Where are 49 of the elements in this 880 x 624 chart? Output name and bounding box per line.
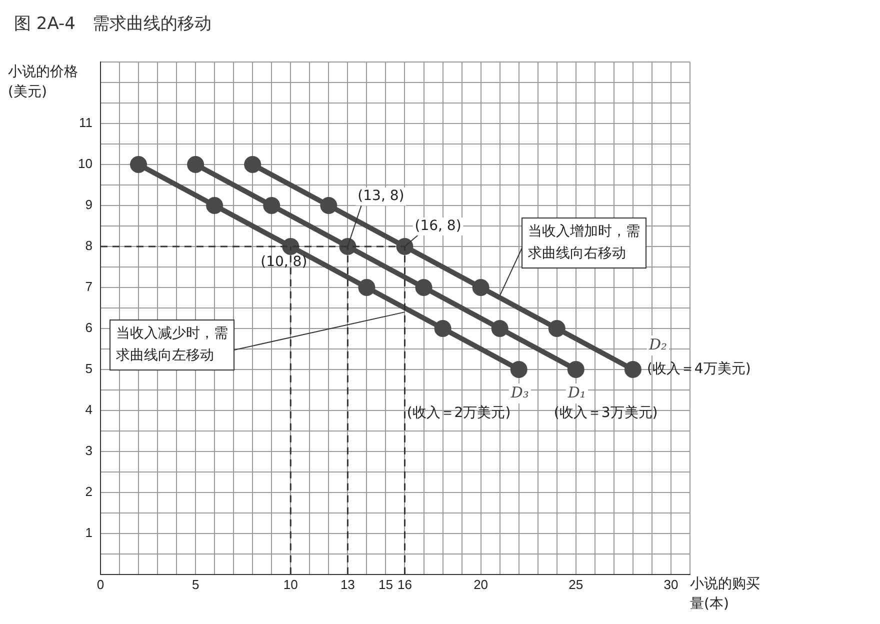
point [510, 360, 528, 378]
point [206, 196, 224, 214]
x-tick-label: 25 [568, 576, 584, 592]
x-tick-label: 13 [340, 576, 355, 592]
y-tick-label: 9 [85, 197, 92, 212]
annotation: (13, 8) [358, 188, 404, 204]
point [472, 278, 490, 296]
x-tick-label: 30 [664, 576, 678, 592]
series-label: D₃ [510, 383, 529, 402]
point [244, 156, 262, 173]
y-tick-label: 7 [85, 279, 92, 294]
y-tick-label: 8 [85, 238, 92, 254]
annotation: (收入＝4万美元) [646, 361, 751, 378]
y-tick-label: 4 [85, 402, 92, 418]
y-tick-label: 11 [78, 115, 92, 130]
series-label: D₂ [648, 335, 667, 354]
annotation: (10, 8) [260, 254, 308, 270]
annotation: 当收入减少时，需求曲线向左移动 [116, 326, 228, 364]
point [263, 196, 280, 214]
y-tick-label: 5 [85, 361, 92, 376]
x-tick-label: 0 [96, 576, 104, 592]
point [567, 360, 584, 378]
point [434, 320, 452, 337]
x-tick-label: 10 [283, 576, 298, 592]
x-tick-label: 15 [378, 576, 393, 592]
point [130, 156, 147, 173]
point [187, 156, 204, 173]
x-axis-title: 小说的购买量(本) [690, 575, 761, 614]
annotation: (收入＝2万美元) [406, 405, 511, 422]
point [415, 278, 432, 296]
point [320, 196, 338, 214]
point [358, 278, 376, 296]
x-tick-label: 5 [192, 576, 200, 592]
chart-title: 图 2A-4 需求曲线的移动 [14, 13, 212, 35]
point [491, 320, 508, 337]
y-tick-label: 10 [78, 156, 92, 172]
point [624, 360, 642, 378]
x-tick-label: 16 [398, 576, 412, 592]
series-label: D₁ [566, 383, 586, 402]
point [548, 320, 566, 337]
annotation: (收入＝3万美元) [554, 405, 658, 422]
y-axis-title: 小说的价格(美元) [8, 63, 78, 102]
annotation: (16, 8) [414, 218, 462, 234]
y-tick-label: 2 [85, 484, 92, 499]
y-tick-label: 1 [85, 524, 92, 540]
y-tick-label: 6 [85, 320, 92, 336]
y-tick-label: 3 [85, 443, 92, 458]
annotation: 当收入增加时，需求曲线向右移动 [528, 224, 640, 262]
x-tick-label: 20 [474, 576, 488, 592]
